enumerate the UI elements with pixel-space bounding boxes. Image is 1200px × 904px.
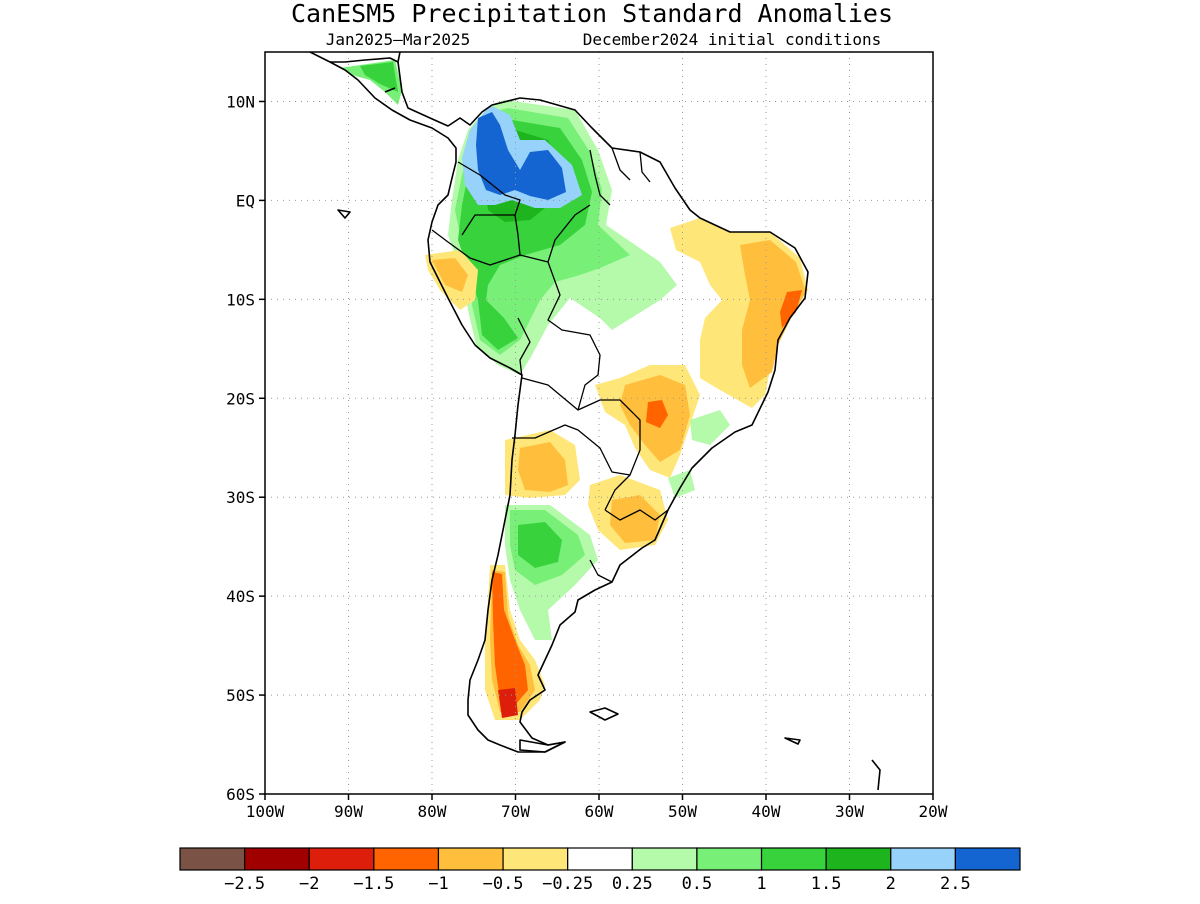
lat-tick-label: 50S bbox=[226, 686, 255, 705]
south-georgia-island bbox=[784, 737, 801, 745]
colorbar-swatch bbox=[373, 847, 440, 871]
anomaly-fill-negative-1-5-patagonia bbox=[498, 688, 518, 718]
lat-tick-label: EQ bbox=[236, 191, 255, 210]
map-subtitle-period: Jan2025–Mar2025 bbox=[326, 30, 471, 49]
anomaly-fill-negative-1-patagonia bbox=[492, 572, 528, 705]
color-legend: −2.5 −2 −1.5 −1 −0.5 −0.25 0.25 0.5 1 1.5 2 2.5 bbox=[179, 847, 1021, 894]
colorbar-swatch bbox=[954, 847, 1021, 871]
map-title: CanESM5 Precipitation Standard Anomalies bbox=[291, 0, 893, 28]
colorbar-label: 1.5 bbox=[811, 874, 842, 894]
colorbar-swatch bbox=[179, 847, 246, 871]
anomaly-fill-negative-0-5-peru bbox=[432, 258, 468, 292]
colorbar-swatch bbox=[631, 847, 698, 871]
anomaly-fill-positive-central-america-strong bbox=[360, 62, 398, 92]
anomaly-fill-negative-1-brazil bbox=[780, 290, 802, 328]
colorbar-label: 1 bbox=[756, 874, 766, 894]
anomaly-fill-positive-above-2-5 bbox=[476, 112, 566, 200]
colorbar-swatch bbox=[890, 847, 956, 871]
lon-tick-label: 60W bbox=[585, 802, 614, 821]
colorbar-swatch bbox=[567, 847, 633, 871]
central-america-coastline bbox=[330, 57, 399, 93]
lat-tick-label: 10N bbox=[226, 92, 255, 111]
lon-tick-label: 100W bbox=[246, 802, 285, 821]
colorbar-swatch bbox=[308, 847, 375, 871]
map-subtitle-initial-conditions: December2024 initial conditions bbox=[583, 30, 882, 49]
anomaly-fill-positive-1-5-andes bbox=[518, 522, 562, 568]
caribbean-coast bbox=[397, 52, 401, 63]
colorbar-label: −2 bbox=[299, 874, 319, 894]
lon-tick-label: 80W bbox=[418, 802, 447, 821]
lon-tick-label: 70W bbox=[501, 802, 530, 821]
colorbar-label: −2.5 bbox=[224, 874, 265, 894]
anomaly-fill-positive-east-brazil bbox=[690, 410, 730, 445]
lon-tick-label: 50W bbox=[668, 802, 697, 821]
anomaly-fill-negative-0-5-brazil bbox=[740, 240, 806, 388]
anomaly-fill-negative-0-5-paraguay bbox=[518, 442, 568, 492]
colorbar-swatch bbox=[244, 847, 310, 871]
colorbar-swatch bbox=[696, 847, 763, 871]
lon-tick-label: 30W bbox=[835, 802, 864, 821]
coastline-layer bbox=[309, 52, 881, 791]
lat-tick-label: 20S bbox=[226, 389, 255, 408]
lon-tick-label: 90W bbox=[334, 802, 363, 821]
colorbar-label: −1.5 bbox=[353, 874, 394, 894]
lon-tick-label: 20W bbox=[919, 802, 948, 821]
lat-tick-label: 10S bbox=[226, 290, 255, 309]
lat-tick-label: 60S bbox=[226, 785, 255, 804]
lat-tick-label: 40S bbox=[226, 587, 255, 606]
lon-tick-label: 40W bbox=[752, 802, 781, 821]
colorbar-label: 0.5 bbox=[682, 874, 713, 894]
lat-tick-label: 30S bbox=[226, 488, 255, 507]
falkland-islands bbox=[589, 707, 619, 721]
colorbar-label: −1 bbox=[428, 874, 448, 894]
colorbar-label: 2.5 bbox=[940, 874, 971, 894]
colorbar-label: 0.25 bbox=[612, 874, 653, 894]
anomaly-fill-negative-1-central bbox=[646, 400, 668, 428]
colorbar-swatch bbox=[437, 847, 504, 871]
colorbar-label: −0.5 bbox=[483, 874, 524, 894]
anomaly-shading-layer bbox=[340, 60, 808, 720]
map-plot-area bbox=[265, 52, 933, 794]
colorbar-swatch bbox=[760, 847, 827, 871]
south-america-coastline bbox=[309, 52, 809, 753]
galapagos-islands bbox=[337, 209, 351, 219]
colorbar-label: 2 bbox=[886, 874, 896, 894]
colorbar-swatch bbox=[502, 847, 569, 871]
south-sandwich-islands bbox=[871, 759, 881, 791]
colorbar-swatch bbox=[825, 847, 892, 871]
lat-lon-grid bbox=[265, 52, 933, 794]
tierra-del-fuego bbox=[519, 739, 566, 753]
colorbar-label: −0.25 bbox=[542, 874, 593, 894]
country-borders bbox=[431, 147, 669, 583]
anomaly-fill-negative-0-5-uruguay bbox=[610, 495, 660, 543]
